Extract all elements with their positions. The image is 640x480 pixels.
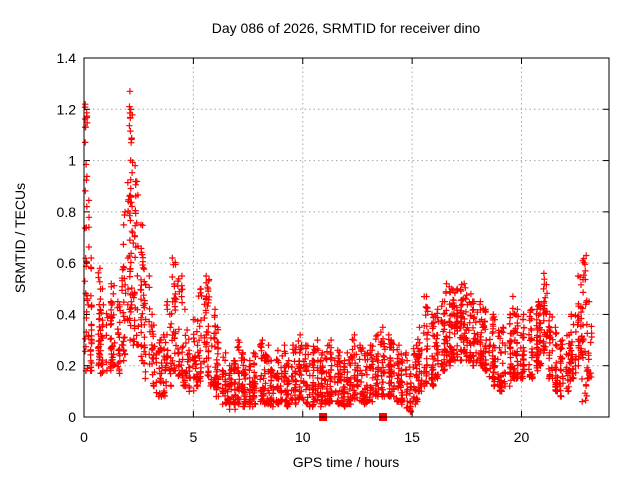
y-tick-label: 1.2 [57,101,77,117]
axes-and-ticks [83,57,610,418]
plus-marker-series [81,88,595,416]
x-axis-label: GPS time / hours [293,454,400,470]
x-tick-label: 5 [189,429,197,445]
x-tick-label: 15 [404,429,420,445]
y-tick-label: 0.4 [57,306,77,322]
y-axis-label: SRMTID / TECUs [12,183,28,293]
y-tick-label: 0.6 [57,255,77,271]
y-tick-label: 1.4 [57,50,77,66]
y-tick-label: 0 [68,409,76,425]
tick-labels: 0 5 10 15 20 0 0.2 0.4 0.6 0.8 1 1.2 1.4 [57,50,530,445]
x-tick-label: 20 [514,429,530,445]
scatter-series [81,88,595,421]
chart-title: Day 086 of 2026, SRMTID for receiver din… [212,20,481,36]
x-tick-label: 0 [80,429,88,445]
x-tick-label: 10 [295,429,311,445]
y-tick-label: 0.8 [57,204,77,220]
y-tick-label: 0.2 [57,358,77,374]
y-tick-label: 1 [68,153,76,169]
